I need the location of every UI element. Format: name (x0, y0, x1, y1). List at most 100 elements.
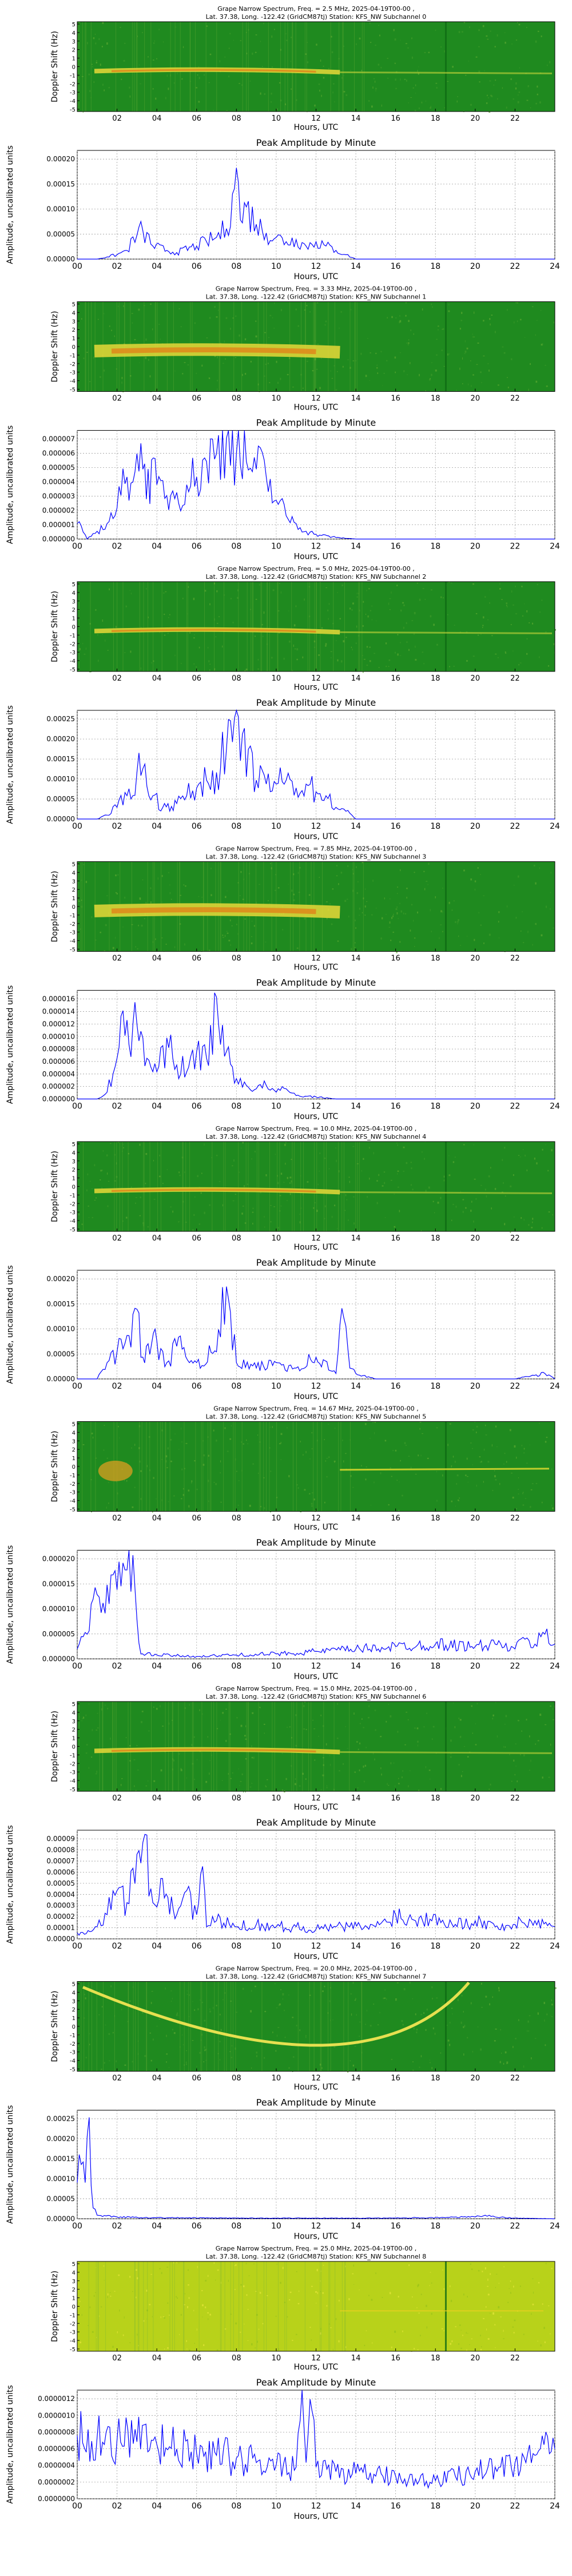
noise-speck (496, 34, 498, 37)
noise-speck (340, 872, 343, 874)
noise-speck (285, 1778, 287, 1780)
spectrogram-y-tick-label: -3 (70, 370, 76, 376)
noise-speck (403, 370, 405, 372)
spectrogram-background (77, 1142, 555, 1231)
noise-speck (113, 2032, 114, 2034)
noise-speck (506, 309, 508, 311)
noise-speck (432, 1200, 434, 1202)
spectrogram-y-tick-label: 1 (72, 336, 76, 342)
spectrogram-x-tick-label: 12 (311, 955, 321, 963)
noise-speck (428, 1186, 430, 1189)
noise-speck (277, 610, 280, 611)
noise-speck (319, 877, 320, 878)
noise-speck (145, 356, 147, 359)
noise-speck (104, 89, 105, 92)
noise-speck (149, 2304, 151, 2305)
spectrogram-y-tick-label: -4 (70, 1498, 76, 1505)
noise-speck (126, 1480, 128, 1482)
noise-speck (81, 1720, 83, 1722)
noise-speck (451, 1219, 452, 1222)
noise-speck (366, 590, 367, 591)
noise-speck (252, 1207, 254, 1210)
noise-speck (407, 342, 410, 344)
noise-speck (450, 2300, 452, 2302)
amplitude-series-line (77, 709, 555, 820)
noise-speck (435, 82, 438, 84)
noise-speck (108, 1180, 110, 1182)
amplitude-x-tick-label: 00 (72, 1102, 82, 1111)
noise-speck (418, 1454, 419, 1457)
noise-speck (376, 1202, 378, 1204)
amplitude-y-tick-label: 0.00025 (46, 2115, 75, 2123)
noise-speck (518, 1477, 519, 1478)
noise-speck (490, 30, 491, 32)
noise-speck (94, 1164, 96, 1167)
noise-speck (89, 381, 91, 382)
amplitude-y-tick-label: 0.00025 (46, 715, 75, 723)
noise-speck (203, 1454, 205, 1457)
spectrogram-y-tick-label: 3 (72, 319, 76, 325)
striation (341, 2261, 343, 2351)
spectrogram-y-axis-label: Doppler Shift (Hz) (50, 1431, 59, 1502)
noise-speck (116, 626, 117, 628)
spectrogram-x-tick-label: 02 (112, 674, 122, 683)
noise-speck (82, 1716, 85, 1719)
noise-speck (269, 315, 272, 316)
spectrogram-y-tick-label: 2 (72, 2287, 76, 2293)
noise-speck (506, 106, 507, 109)
noise-speck (460, 320, 463, 321)
noise-speck (362, 671, 364, 673)
noise-speck (420, 1454, 422, 1457)
noise-speck (274, 302, 275, 304)
amplitude-x-tick-label: 02 (112, 2502, 122, 2511)
amplitude-y-tick-label: 0.00015 (46, 755, 75, 763)
noise-speck (244, 338, 247, 340)
noise-speck (374, 653, 375, 654)
noise-speck (467, 2037, 468, 2039)
noise-speck (520, 319, 522, 321)
noise-speck (366, 1747, 367, 1748)
amplitude-y-tick-label: 0.000005 (42, 464, 75, 472)
amplitude-x-tick-label: 14 (351, 1382, 361, 1391)
spectrogram-x-axis-label: Hours, UTC (294, 1243, 339, 1252)
noise-speck (430, 909, 431, 912)
spectrogram-y-tick-label: 5 (72, 862, 76, 868)
noise-speck (529, 1735, 530, 1738)
spectrogram-y-tick-label: 4 (72, 590, 76, 597)
noise-speck (411, 1184, 412, 1186)
noise-speck (415, 659, 417, 661)
noise-speck (390, 939, 392, 941)
noise-speck (362, 912, 363, 914)
noise-speck (339, 1770, 340, 1772)
noise-speck (193, 637, 195, 639)
striation (359, 582, 360, 671)
noise-speck (441, 2328, 443, 2329)
noise-speck (537, 85, 538, 88)
noise-speck (135, 946, 137, 948)
spectrogram-y-tick-label: 3 (72, 1998, 76, 2005)
noise-speck (510, 78, 512, 80)
striation (186, 582, 187, 671)
noise-speck (490, 1167, 491, 1169)
noise-speck (487, 94, 488, 97)
noise-speck (511, 590, 513, 593)
noise-speck (383, 1997, 384, 1999)
noise-speck (333, 1460, 336, 1462)
amplitude-x-tick-label: 06 (192, 2502, 202, 2511)
noise-speck (517, 101, 519, 104)
spectrogram-x-axis-label: Hours, UTC (294, 683, 339, 692)
noise-speck (363, 1158, 364, 1160)
striation (359, 1142, 360, 1231)
noise-speck (477, 342, 479, 344)
noise-speck (164, 2316, 165, 2319)
noise-speck (331, 377, 333, 379)
noise-speck (305, 53, 307, 55)
striation (353, 22, 355, 112)
noise-speck (442, 931, 443, 932)
amplitude-plot (77, 430, 555, 540)
spectrogram-y-tick-label: 3 (72, 39, 76, 45)
noise-speck (245, 1758, 247, 1760)
noise-speck (287, 373, 289, 376)
noise-speck (96, 1770, 98, 1773)
noise-speck (506, 605, 507, 606)
